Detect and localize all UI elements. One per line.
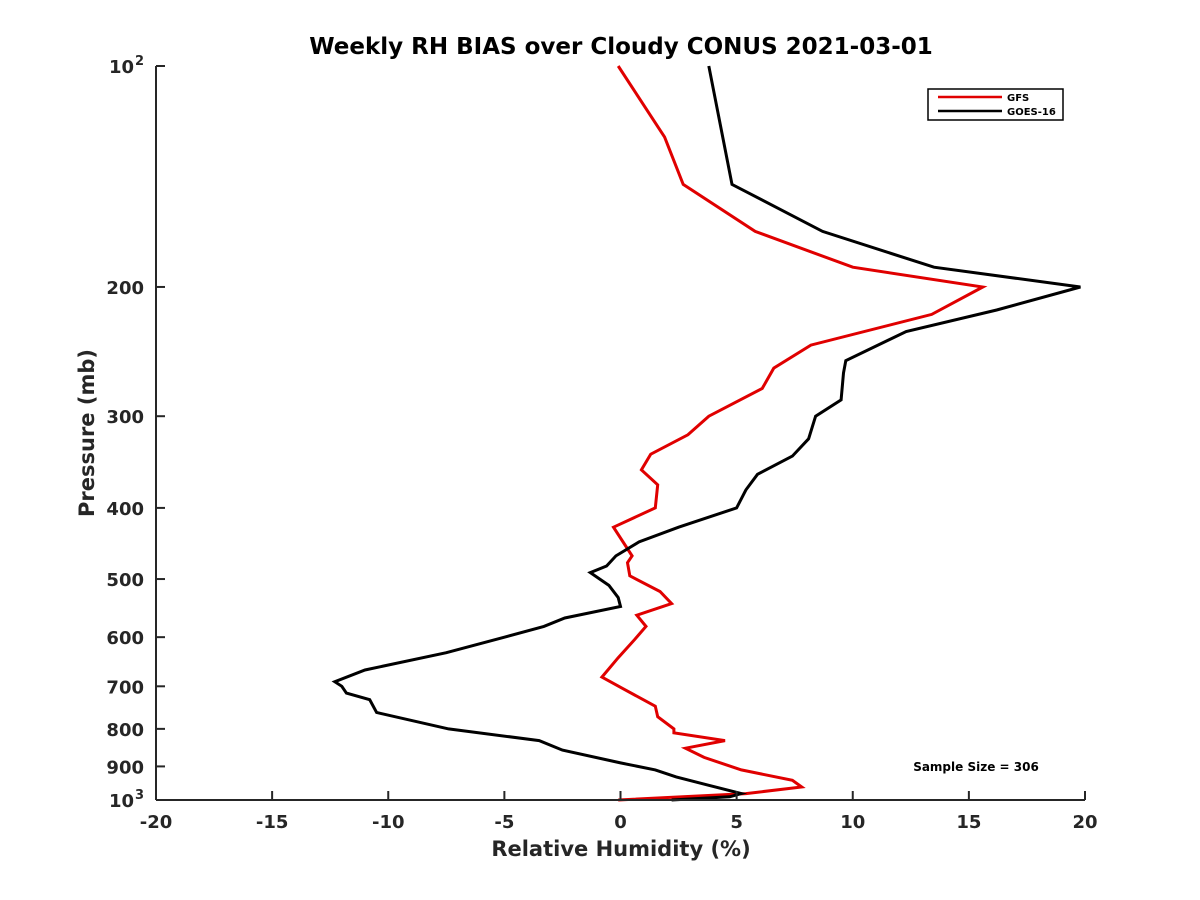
x-tick-label: -10 bbox=[372, 812, 405, 833]
y-tick-label: 200 bbox=[106, 278, 144, 299]
x-tick-label: 15 bbox=[956, 812, 981, 833]
x-tick-label: 0 bbox=[614, 812, 627, 833]
y-tick-label: 900 bbox=[106, 757, 144, 778]
y-tick-label: 10 bbox=[109, 57, 134, 78]
legend-label-goes16: GOES-16 bbox=[1007, 107, 1056, 118]
y-tick-label: 400 bbox=[106, 499, 144, 520]
y-tick-exponent: 2 bbox=[135, 54, 144, 69]
sample-size-annotation: Sample Size = 306 bbox=[913, 760, 1039, 774]
x-tick-label: -5 bbox=[494, 812, 514, 833]
y-tick-label: 500 bbox=[106, 570, 144, 591]
y-tick-exponent: 3 bbox=[135, 788, 144, 803]
y-tick-label: 300 bbox=[106, 407, 144, 428]
x-tick-label: -20 bbox=[140, 812, 173, 833]
y-tick-label: 600 bbox=[106, 628, 144, 649]
x-ticks: -20 -15 -10 -5 0 5 10 15 20 bbox=[140, 791, 1098, 833]
legend: GFS GOES-16 bbox=[927, 88, 1064, 121]
y-axis-label: Pressure (mb) bbox=[75, 349, 99, 517]
x-tick-label: 10 bbox=[840, 812, 865, 833]
series-line-goes16 bbox=[331, 65, 1081, 802]
legend-box bbox=[927, 88, 1064, 121]
legend-label-gfs: GFS bbox=[1007, 93, 1029, 104]
y-tick-label: 700 bbox=[106, 677, 144, 698]
y-tick-label: 800 bbox=[106, 720, 144, 741]
x-tick-label: 20 bbox=[1072, 812, 1097, 833]
y-tick-label: 10 bbox=[109, 791, 134, 812]
x-tick-label: -15 bbox=[256, 812, 289, 833]
x-axis-label: Relative Humidity (%) bbox=[491, 837, 750, 861]
chart-title: Weekly RH BIAS over Cloudy CONUS 2021-03… bbox=[309, 34, 933, 60]
plot-lines bbox=[331, 65, 1081, 802]
series-line-gfs bbox=[599, 65, 988, 802]
x-tick-label: 5 bbox=[730, 812, 743, 833]
